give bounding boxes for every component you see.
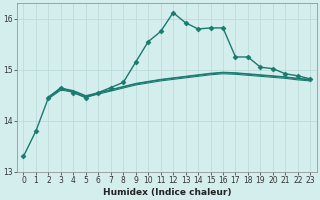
- X-axis label: Humidex (Indice chaleur): Humidex (Indice chaleur): [103, 188, 231, 197]
